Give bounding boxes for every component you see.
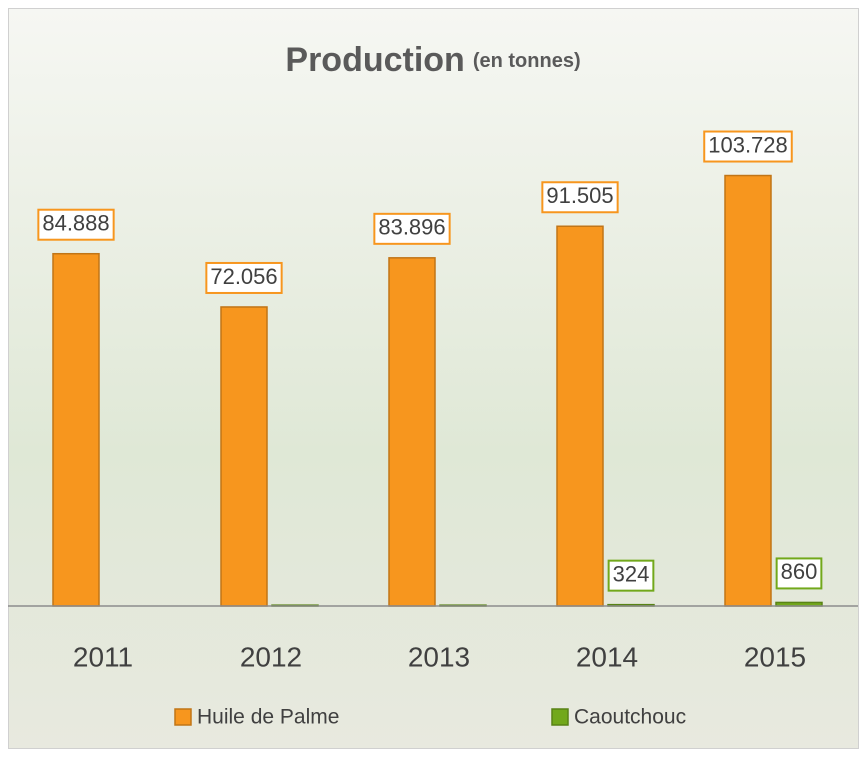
bar	[725, 176, 771, 606]
subtitle: (en tonnes)	[473, 50, 581, 72]
page: {"chart_data": {"type": "bar", "title": …	[0, 0, 867, 758]
bar	[53, 254, 99, 606]
data-label: 860	[781, 559, 818, 584]
data-label: 91.505	[546, 183, 613, 208]
data-label: 83.896	[378, 215, 445, 240]
bar	[221, 307, 267, 606]
chart: Production (en tonnes) 84.888 2011 72.056 20…	[0, 0, 867, 758]
data-label: 103.728	[708, 132, 788, 157]
legend-swatch	[552, 709, 568, 725]
legend-swatch	[175, 709, 191, 725]
x-tick-label: 2013	[408, 641, 470, 672]
x-tick-label: 2011	[73, 641, 133, 672]
legend-label: Caoutchouc	[574, 706, 686, 729]
legend-label: Huile de Palme	[197, 706, 339, 729]
data-label: 84.888	[42, 211, 109, 236]
x-tick-label: 2014	[576, 641, 638, 672]
bar	[389, 258, 435, 606]
x-tick-label: 2012	[240, 641, 302, 672]
x-tick-label: 2015	[744, 641, 806, 672]
title: Production	[285, 41, 464, 79]
data-label: 324	[613, 561, 650, 586]
data-label: 72.056	[210, 264, 277, 289]
bar	[557, 226, 603, 606]
